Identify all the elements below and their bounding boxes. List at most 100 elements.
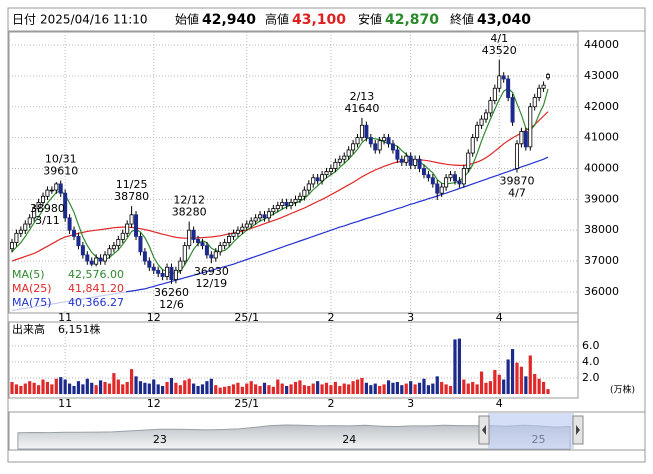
annotation-date: 3/11 bbox=[35, 214, 60, 227]
candle-body bbox=[297, 195, 302, 200]
candle-body bbox=[160, 273, 165, 277]
candle-body bbox=[537, 87, 542, 98]
candle-body bbox=[328, 168, 333, 172]
volume-bar bbox=[364, 382, 368, 394]
annotation-value: 38980 bbox=[30, 202, 65, 215]
candle-body bbox=[27, 217, 32, 225]
volume-bar bbox=[293, 381, 298, 394]
volume-bar bbox=[81, 384, 85, 394]
candle-body bbox=[514, 143, 519, 169]
x-tick-label: 3 bbox=[407, 311, 414, 324]
volume-bar bbox=[200, 384, 205, 394]
volume-bar bbox=[444, 384, 448, 394]
volume-bar bbox=[54, 378, 58, 394]
candle-body bbox=[461, 168, 466, 185]
candle-body bbox=[107, 248, 112, 256]
candle-body bbox=[142, 251, 147, 262]
volume-bar bbox=[462, 379, 466, 394]
header-label: 終値 bbox=[450, 12, 474, 27]
x-tick-label: 12 bbox=[147, 311, 161, 324]
volume-unit: (万株) bbox=[610, 384, 635, 396]
volume-bar bbox=[227, 385, 231, 394]
candle-body bbox=[483, 112, 488, 120]
candle-body bbox=[67, 217, 72, 231]
volume-bar bbox=[63, 379, 67, 394]
volume-bar bbox=[254, 384, 258, 394]
candle-body bbox=[355, 137, 360, 145]
legend-value: 40,366.27 bbox=[68, 296, 124, 309]
candle-body bbox=[120, 232, 125, 240]
candle-body bbox=[204, 245, 209, 256]
header-label: 始値 bbox=[175, 12, 199, 27]
volume-bar bbox=[183, 380, 187, 394]
annotation-value: 39870 bbox=[499, 175, 534, 188]
y-tick-label: 38000 bbox=[584, 223, 619, 236]
candle-body bbox=[178, 260, 183, 271]
x-tick-label: 12 bbox=[147, 397, 161, 410]
candle-body bbox=[98, 257, 103, 262]
candle-body bbox=[382, 137, 387, 142]
candle-body bbox=[80, 245, 85, 256]
volume-bar bbox=[466, 383, 470, 394]
volume-bar bbox=[448, 385, 453, 394]
volume-bar bbox=[147, 383, 151, 394]
candle-body bbox=[218, 245, 223, 253]
candle-body bbox=[306, 183, 311, 191]
x-tick-label: 4 bbox=[496, 397, 503, 410]
volume-bar bbox=[475, 384, 479, 394]
candle-body bbox=[134, 214, 139, 237]
candle-body bbox=[54, 183, 59, 191]
candle-body bbox=[466, 152, 471, 169]
volume-bar bbox=[271, 386, 275, 394]
candle-body bbox=[32, 208, 37, 219]
volume-bar bbox=[400, 385, 404, 394]
legend-bg bbox=[10, 266, 126, 311]
header-value: 42,870 bbox=[385, 12, 439, 28]
candle-body bbox=[386, 137, 391, 145]
navigator-window[interactable] bbox=[488, 413, 574, 449]
candle-body bbox=[249, 220, 254, 225]
volume-bar bbox=[320, 384, 324, 394]
volume-bar bbox=[302, 385, 306, 394]
volume-bar bbox=[10, 381, 14, 394]
candle-body bbox=[231, 232, 236, 237]
annotation-date: 12/6 bbox=[159, 298, 184, 311]
candle-body bbox=[125, 223, 130, 234]
x-tick-label: 11 bbox=[58, 311, 72, 324]
y-tick-label: 43000 bbox=[584, 69, 619, 82]
annotation-date: 10/31 bbox=[45, 153, 77, 166]
datetime: 2025/04/16 11:10 bbox=[40, 13, 148, 27]
candle-body bbox=[408, 155, 413, 166]
volume-bar bbox=[72, 385, 76, 394]
x-tick-label: 2 bbox=[327, 397, 334, 410]
volume-bar bbox=[85, 378, 89, 394]
candle-body bbox=[364, 124, 369, 139]
candle-body bbox=[320, 174, 325, 182]
volume-bar bbox=[240, 386, 244, 394]
volume-bar bbox=[245, 383, 249, 394]
ma-line bbox=[11, 111, 549, 262]
candle-body bbox=[36, 202, 41, 210]
volume-bar bbox=[152, 379, 156, 394]
y-tick-label: 39000 bbox=[584, 192, 619, 205]
candle-body bbox=[244, 223, 249, 228]
candle-body bbox=[390, 143, 395, 151]
volume-bar bbox=[528, 355, 532, 394]
candle-body bbox=[457, 180, 462, 185]
volume-bar bbox=[479, 371, 484, 394]
volume-bar bbox=[19, 385, 23, 394]
candle-body bbox=[519, 131, 524, 145]
volume-bar bbox=[515, 362, 519, 394]
candle-body bbox=[546, 74, 551, 79]
candle-body bbox=[479, 118, 484, 126]
x-tick-label: 25/1 bbox=[234, 397, 259, 410]
candle-body bbox=[377, 140, 382, 151]
volume-bar bbox=[76, 381, 81, 394]
candle-body bbox=[147, 260, 152, 268]
candle-body bbox=[235, 229, 240, 234]
candle-body bbox=[94, 257, 99, 265]
date-label: 日付 bbox=[12, 13, 36, 27]
volume-bar bbox=[347, 384, 351, 394]
volume-bar bbox=[546, 389, 550, 394]
